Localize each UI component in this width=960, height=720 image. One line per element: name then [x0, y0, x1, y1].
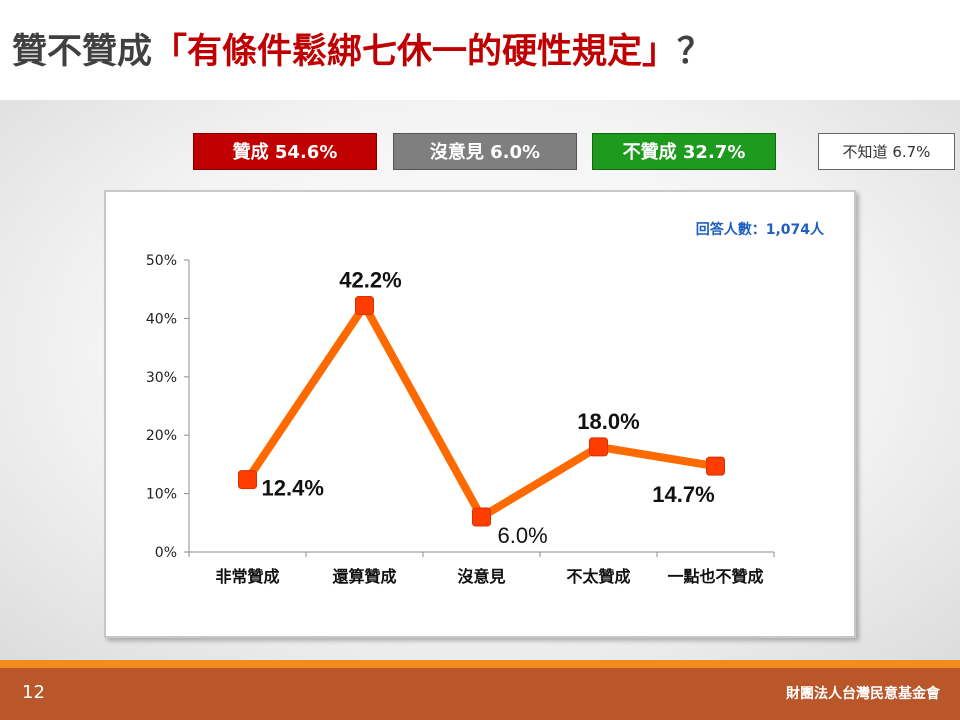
data-point-marker	[589, 437, 608, 457]
x-category-label: 沒意見	[457, 567, 505, 586]
x-category-label: 非常贊成	[215, 567, 279, 586]
data-label: 12.4%	[262, 476, 324, 501]
x-category-label: 還算贊成	[332, 567, 396, 586]
summary-unknown-box: 不知道 6.7%	[818, 133, 955, 170]
y-tick-label: 0%	[155, 545, 177, 561]
summary-agree-box: 贊成 54.6%	[193, 133, 377, 170]
slide-title: 贊不贊成「有條件鬆綁七休一的硬性規定」？	[12, 22, 712, 82]
title-main: 贊不贊成	[12, 32, 153, 72]
y-tick-label: 50%	[146, 253, 177, 269]
page-number: 12	[22, 682, 45, 703]
y-tick-label: 10%	[146, 487, 177, 503]
data-label: 6.0%	[498, 523, 548, 548]
x-category-label: 一點也不贊成	[667, 567, 763, 586]
chart-frame: 回答人數：1,074人 0% 10% 20% 30% 40% 50% 非常贊成 還算贊成 沒意見 不…	[104, 190, 856, 638]
respondent-count: 回答人數：1,074人	[696, 221, 825, 238]
summary-neutral-box: 沒意見 6.0%	[393, 133, 577, 170]
y-tick-label: 40%	[146, 311, 177, 327]
title-question-mark: ？	[677, 32, 713, 72]
footer-stripe	[0, 660, 960, 668]
y-tick-label: 30%	[146, 370, 177, 386]
data-point-marker	[472, 507, 491, 527]
data-point-marker	[706, 456, 725, 476]
data-label: 14.7%	[652, 482, 714, 507]
summary-disagree-box: 不贊成 32.7%	[592, 133, 776, 170]
data-label: 42.2%	[339, 268, 401, 293]
data-point-marker	[355, 296, 374, 316]
x-category-label: 不太贊成	[566, 567, 630, 586]
data-label: 18.0%	[577, 409, 639, 434]
footer-bar: 12 財團法人台灣民意基金會	[0, 668, 960, 720]
line-chart: 回答人數：1,074人 0% 10% 20% 30% 40% 50% 非常贊成 還算贊成 沒意見 不…	[146, 221, 825, 586]
y-tick-label: 20%	[146, 428, 177, 444]
title-quoted-proposition: 「有條件鬆綁七休一的硬性規定」	[152, 32, 678, 72]
data-point-marker	[238, 470, 257, 490]
organization-name: 財團法人台灣民意基金會	[786, 686, 940, 702]
